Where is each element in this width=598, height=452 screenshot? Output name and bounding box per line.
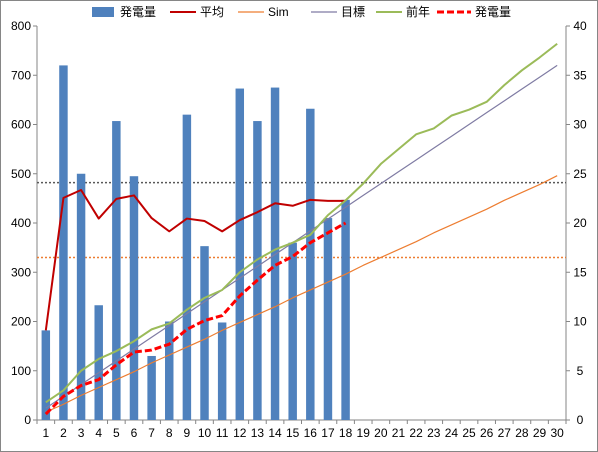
x-tick-label: 3 bbox=[78, 426, 85, 440]
bar-generation-day-12 bbox=[235, 88, 245, 421]
x-tick-label: 16 bbox=[304, 426, 318, 440]
bar-generation-day-2 bbox=[59, 65, 68, 421]
line-series-3 bbox=[45, 175, 558, 413]
legend-label: 発電量 bbox=[475, 5, 511, 19]
bar-generation-day-4 bbox=[94, 305, 103, 420]
x-tick-label: 14 bbox=[268, 426, 282, 440]
legend-label: 目標 bbox=[341, 5, 365, 19]
x-tick-label: 29 bbox=[533, 426, 547, 440]
x-tick-label: 21 bbox=[392, 426, 406, 440]
bar-generation-day-10 bbox=[200, 246, 209, 420]
bar-generation-day-6 bbox=[129, 176, 139, 420]
x-tick-label: 15 bbox=[286, 426, 300, 440]
bar-generation-day-5 bbox=[112, 121, 121, 421]
x-tick-label: 17 bbox=[321, 426, 335, 440]
x-tick-label: 2 bbox=[60, 426, 67, 440]
bars-layer bbox=[41, 65, 350, 421]
bar-generation-day-14 bbox=[270, 87, 280, 420]
bar-generation-day-8 bbox=[165, 321, 174, 420]
left-tick-label: 200 bbox=[11, 315, 31, 329]
tick-labels-layer: 0100200300400500600700800051015202530354… bbox=[11, 19, 587, 440]
bar-generation-day-18 bbox=[341, 199, 350, 420]
bar-generation-day-15 bbox=[288, 242, 297, 420]
bar-generation-day-3 bbox=[76, 173, 86, 420]
bar-generation-day-13 bbox=[253, 121, 262, 421]
x-tick-label: 22 bbox=[409, 426, 423, 440]
x-tick-label: 23 bbox=[427, 426, 441, 440]
left-tick-label: 600 bbox=[11, 118, 31, 132]
legend: 発電量 平均 Sim 目標 前年 発電量 bbox=[92, 4, 511, 19]
x-tick-label: 28 bbox=[515, 426, 529, 440]
x-tick-label: 9 bbox=[184, 426, 191, 440]
x-tick-label: 7 bbox=[148, 426, 155, 440]
line-series-6 bbox=[44, 221, 347, 416]
x-tick-label: 26 bbox=[480, 426, 494, 440]
right-tick-label: 30 bbox=[573, 118, 587, 132]
x-tick-label: 27 bbox=[498, 426, 512, 440]
right-tick-label: 40 bbox=[573, 19, 587, 33]
left-tick-label: 400 bbox=[11, 216, 31, 230]
x-tick-label: 18 bbox=[339, 426, 353, 440]
left-tick-label: 300 bbox=[11, 265, 31, 279]
right-tick-label: 20 bbox=[573, 216, 587, 230]
right-tick-label: 35 bbox=[573, 68, 587, 82]
right-tick-label: 5 bbox=[577, 364, 584, 378]
x-tick-label: 30 bbox=[551, 426, 565, 440]
x-tick-label: 10 bbox=[198, 426, 212, 440]
legend-label: 前年 bbox=[406, 4, 430, 19]
left-tick-label: 100 bbox=[11, 364, 31, 378]
x-tick-label: 13 bbox=[251, 426, 265, 440]
right-tick-label: 25 bbox=[573, 167, 587, 181]
x-tick-label: 12 bbox=[233, 426, 247, 440]
x-tick-label: 11 bbox=[216, 426, 229, 440]
x-tick-label: 25 bbox=[462, 426, 476, 440]
left-tick-label: 0 bbox=[24, 413, 31, 427]
right-tick-label: 15 bbox=[573, 265, 587, 279]
right-tick-label: 10 bbox=[573, 315, 587, 329]
bar-generation-day-11 bbox=[217, 322, 227, 420]
left-tick-label: 500 bbox=[11, 167, 31, 181]
x-tick-label: 1 bbox=[42, 426, 49, 440]
bar-generation-day-17 bbox=[323, 218, 333, 420]
x-tick-label: 19 bbox=[357, 426, 371, 440]
bar-generation-day-7 bbox=[147, 355, 156, 420]
line-series-5 bbox=[45, 42, 558, 404]
left-tick-label: 800 bbox=[11, 19, 31, 33]
bar-generation-day-1 bbox=[41, 330, 51, 420]
x-tick-label: 4 bbox=[95, 426, 102, 440]
x-tick-label: 6 bbox=[131, 426, 138, 440]
legend-swatch-bar bbox=[92, 7, 114, 17]
legend-label: 発電量 bbox=[120, 5, 156, 19]
line-series-4 bbox=[45, 64, 558, 409]
lines-layer bbox=[44, 42, 558, 416]
legend-label: Sim bbox=[268, 5, 289, 19]
left-tick-label: 700 bbox=[11, 68, 31, 82]
reference-lines-layer bbox=[37, 181, 566, 259]
bar-generation-day-9 bbox=[182, 114, 192, 421]
line-series-2 bbox=[44, 189, 346, 331]
x-tick-label: 24 bbox=[445, 426, 459, 440]
bar-generation-day-16 bbox=[306, 108, 315, 421]
x-tick-label: 8 bbox=[166, 426, 173, 440]
x-tick-label: 20 bbox=[374, 426, 388, 440]
right-tick-label: 0 bbox=[577, 413, 584, 427]
x-tick-label: 5 bbox=[113, 426, 120, 440]
legend-label: 平均 bbox=[200, 5, 224, 19]
